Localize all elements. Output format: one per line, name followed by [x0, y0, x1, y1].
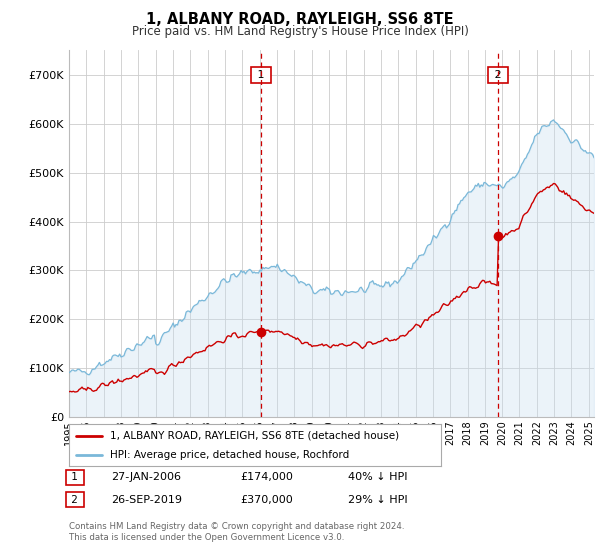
- Text: 29% ↓ HPI: 29% ↓ HPI: [348, 494, 407, 505]
- Text: Contains HM Land Registry data © Crown copyright and database right 2024.: Contains HM Land Registry data © Crown c…: [69, 522, 404, 531]
- Text: 1, ALBANY ROAD, RAYLEIGH, SS6 8TE: 1, ALBANY ROAD, RAYLEIGH, SS6 8TE: [146, 12, 454, 27]
- Text: £174,000: £174,000: [240, 472, 293, 482]
- Text: 2: 2: [491, 70, 505, 80]
- Text: HPI: Average price, detached house, Rochford: HPI: Average price, detached house, Roch…: [110, 450, 349, 460]
- Text: 1: 1: [68, 472, 82, 482]
- Text: £370,000: £370,000: [240, 494, 293, 505]
- Text: 40% ↓ HPI: 40% ↓ HPI: [348, 472, 407, 482]
- Text: 1: 1: [254, 70, 268, 80]
- Text: Price paid vs. HM Land Registry's House Price Index (HPI): Price paid vs. HM Land Registry's House …: [131, 25, 469, 38]
- Text: 2: 2: [68, 494, 82, 505]
- Text: This data is licensed under the Open Government Licence v3.0.: This data is licensed under the Open Gov…: [69, 533, 344, 542]
- Text: 1, ALBANY ROAD, RAYLEIGH, SS6 8TE (detached house): 1, ALBANY ROAD, RAYLEIGH, SS6 8TE (detac…: [110, 431, 399, 441]
- Text: 27-JAN-2006: 27-JAN-2006: [111, 472, 181, 482]
- Text: 26-SEP-2019: 26-SEP-2019: [111, 494, 182, 505]
